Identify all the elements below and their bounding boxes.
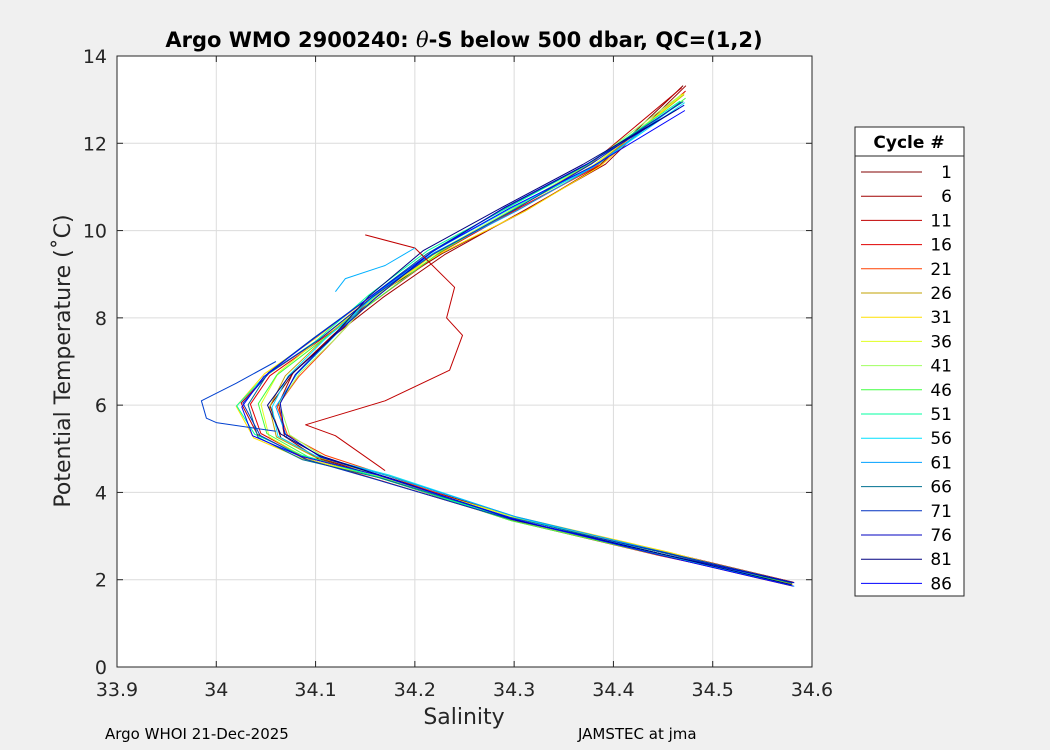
legend-label-31: 31: [930, 308, 952, 328]
legend-label-26: 26: [930, 284, 952, 304]
legend-label-6: 6: [941, 187, 952, 207]
legend-label-36: 36: [930, 332, 952, 352]
ticks: 33.9 34 34.1 34.2 34.3 34.4 34.5 34.6 0 2 4 6 8 10 12 1…: [83, 46, 833, 701]
x-tick-label: 34: [204, 679, 228, 701]
legend-box: [854, 126, 965, 597]
legend: Cycle # 16111621263136414651566166717681…: [854, 126, 965, 597]
legend-label-61: 61: [930, 453, 952, 473]
legend-label-56: 56: [930, 429, 952, 449]
x-axis-label: Salinity: [423, 705, 504, 730]
legend-label-41: 41: [930, 357, 952, 377]
profile-anomaly-2: [335, 247, 416, 293]
profile-line-cycle-51: [236, 100, 792, 586]
profile-line-cycle-31: [235, 93, 793, 586]
footer-right: JAMSTEC at jma: [578, 725, 697, 743]
chart-title-prefix: Argo WMO 2900240:: [165, 28, 416, 52]
chart-title-suffix: -S below 500 dbar, QC=(1,2): [429, 28, 763, 52]
y-tick-label: 12: [83, 133, 107, 155]
legend-title: Cycle #: [873, 133, 944, 153]
y-tick-label: 14: [83, 46, 107, 68]
legend-label-11: 11: [930, 211, 952, 231]
x-tick-label: 34.3: [493, 679, 535, 701]
plot-frame: [116, 55, 813, 668]
plot-area: [117, 56, 812, 667]
chart-title-theta: θ: [416, 28, 429, 52]
grid: [117, 56, 812, 667]
legend-label-1: 1: [941, 163, 952, 183]
x-tick-label: 34.6: [791, 679, 833, 701]
y-tick-label: 10: [83, 221, 107, 243]
profile-line-cycle-61: [275, 101, 792, 586]
series-group: [200, 85, 795, 587]
legend-label-71: 71: [930, 502, 952, 522]
y-tick-label: 4: [95, 482, 107, 504]
x-tick-label: 34.2: [394, 679, 436, 701]
legend-label-16: 16: [930, 236, 952, 256]
legend-label-76: 76: [930, 526, 952, 546]
profile-line-cycle-86: [241, 110, 794, 587]
profile-anomaly-0: [305, 234, 463, 472]
legend-label-51: 51: [930, 405, 952, 425]
y-tick-label: 8: [95, 308, 107, 330]
legend-label-46: 46: [930, 381, 952, 401]
footer-left: Argo WHOI 21-Dec-2025: [105, 725, 289, 743]
legend-label-66: 66: [930, 478, 952, 498]
y-tick-label: 0: [95, 657, 107, 679]
legend-label-21: 21: [930, 260, 952, 280]
x-tick-label: 33.9: [96, 679, 138, 701]
legend-label-86: 86: [930, 574, 952, 594]
y-tick-label: 2: [95, 570, 107, 592]
x-tick-label: 34.5: [692, 679, 734, 701]
x-tick-label: 34.1: [294, 679, 336, 701]
y-tick-label: 6: [95, 395, 107, 417]
profile-anomaly-1: [200, 361, 277, 432]
x-tick-label: 34.4: [592, 679, 634, 701]
y-axis-label: Potential Temperature (˚C): [51, 214, 76, 507]
legend-label-81: 81: [930, 550, 952, 570]
chart-title: Argo WMO 2900240: θ-S below 500 dbar, QC…: [165, 28, 762, 52]
